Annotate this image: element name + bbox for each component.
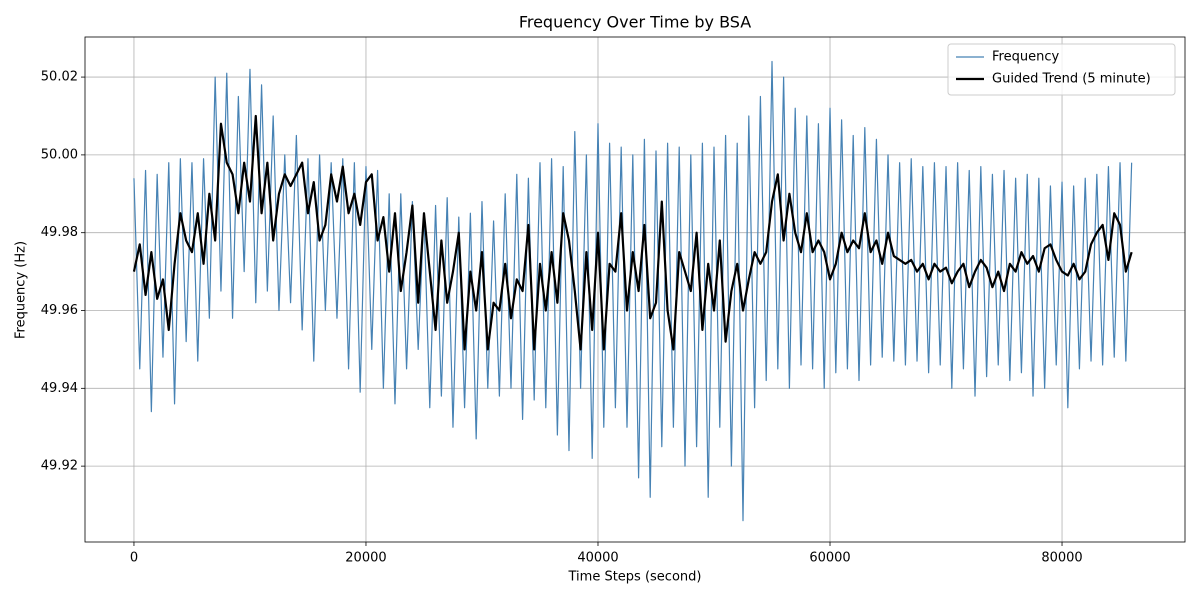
x-axis-label: Time Steps (second): [568, 570, 702, 585]
legend-label: Frequency: [992, 50, 1059, 65]
x-tick-label: 80000: [1041, 551, 1082, 566]
legend-box: [947, 43, 1176, 96]
series-line: [133, 60, 1133, 522]
legend: Frequency Guided Trend (5 minute): [947, 43, 1176, 96]
x-tick-label: 40000: [577, 551, 618, 566]
x-tick-label: 20000: [345, 551, 386, 566]
x-tick-label: 0: [130, 551, 138, 566]
y-tick-label: 50.02: [41, 70, 78, 85]
y-tick-label: 49.92: [41, 459, 78, 474]
chart-title: Frequency Over Time by BSA: [519, 13, 751, 32]
y-axis-label: Frequency (Hz): [14, 241, 29, 339]
plot-frame: [84, 36, 1186, 543]
y-tick-label: 50.00: [41, 147, 78, 162]
legend-label: Guided Trend (5 minute): [992, 72, 1151, 87]
y-tick-label: 49.96: [41, 303, 78, 318]
x-tick-label: 60000: [809, 551, 850, 566]
y-tick-label: 49.94: [41, 381, 78, 396]
y-tick-label: 49.98: [41, 225, 78, 240]
series-line: [132, 114, 1133, 351]
